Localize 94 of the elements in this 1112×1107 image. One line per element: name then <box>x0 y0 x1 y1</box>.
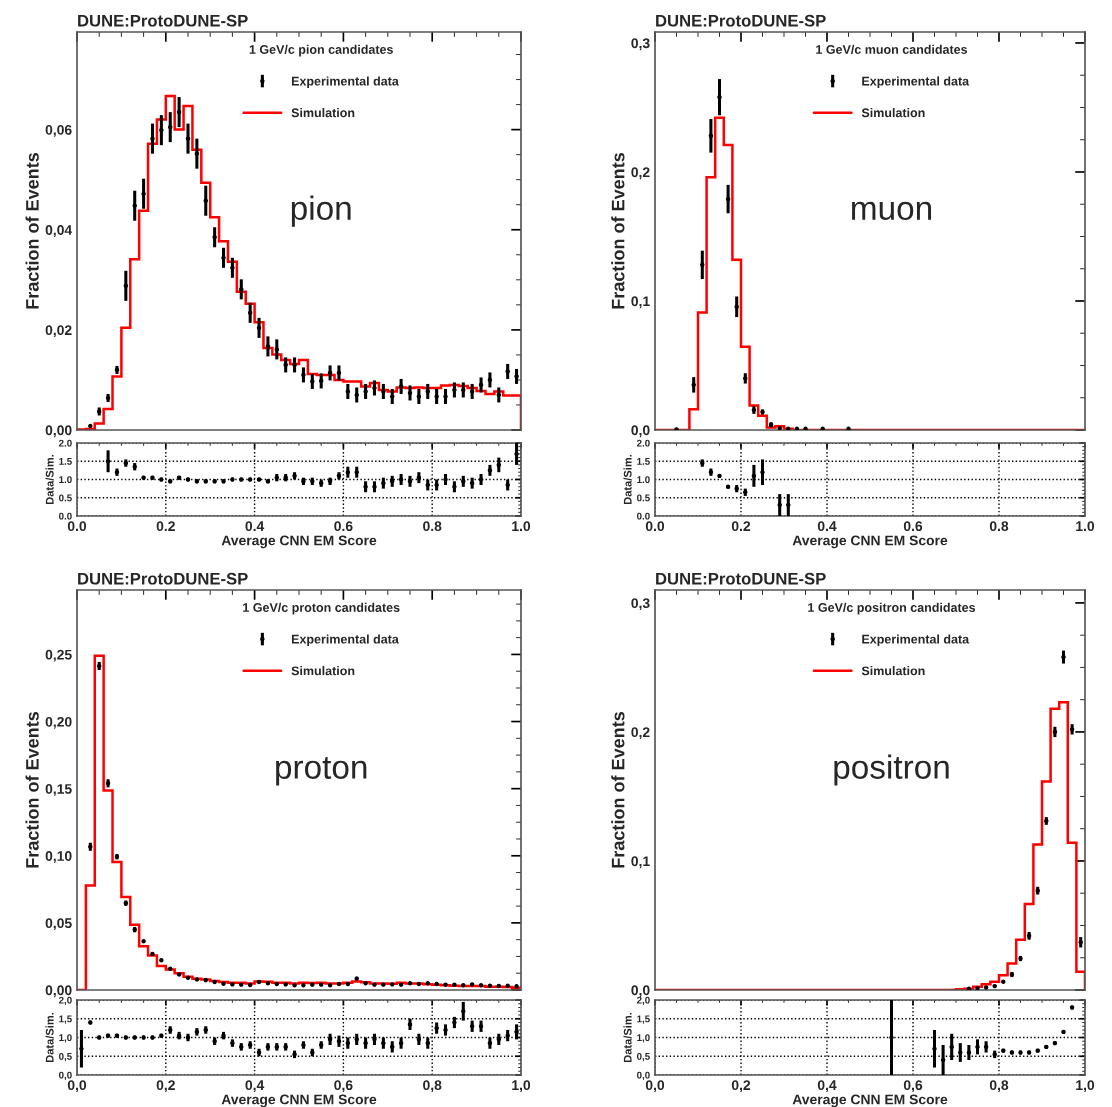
x-tick-label: 1,0 <box>1076 1080 1095 1093</box>
x-tick-label: 0,6 <box>334 1080 353 1093</box>
annotation: proton <box>276 757 367 786</box>
y-tick-label: 0,0 <box>631 985 650 998</box>
y-tick-label: 0,5 <box>637 1052 650 1062</box>
y-tick-label: 0,0 <box>637 1071 650 1081</box>
y-tick-label: 0,15 <box>45 783 72 796</box>
x-tick-label: 0.8 <box>423 521 442 532</box>
x-tick-label: 0,2 <box>156 1080 175 1093</box>
chart-title: DUNE:ProtoDUNE-SP <box>656 14 826 27</box>
y-tick-label: 0,05 <box>45 918 72 931</box>
y-tick-label: 1,5 <box>637 1015 650 1024</box>
x-tick-label: 0.6 <box>903 521 923 532</box>
y-tick-label: 1.0 <box>637 476 650 484</box>
x-tick-label: 0,6 <box>903 1080 923 1093</box>
legend-title: 1 GeV/c pion candidates <box>249 44 393 57</box>
chart-title: DUNE:ProtoDUNE-SP <box>78 572 248 585</box>
chart-title: DUNE:ProtoDUNE-SP <box>656 572 826 585</box>
y-tick-label: 1,0 <box>637 1034 650 1043</box>
y-tick-label: 0,10 <box>45 851 72 863</box>
x-tick-label: 1.0 <box>1076 521 1095 532</box>
y-tick-label: 0,3 <box>631 38 650 51</box>
y-axis-title: Data/Sim. <box>623 1012 632 1063</box>
y-tick-label: 0.5 <box>59 494 72 502</box>
y-axis-title: Fraction of Events <box>611 711 625 868</box>
y-tick-label: 0,0 <box>59 1071 72 1081</box>
x-tick-label: 1.0 <box>512 521 531 532</box>
y-tick-label: 1.5 <box>59 458 72 465</box>
x-tick-label: 0,8 <box>989 1080 1009 1093</box>
y-axis-title: Fraction of Events <box>25 152 39 309</box>
y-tick-label: 2,0 <box>636 996 650 1006</box>
y-tick-label: 0,02 <box>45 325 72 338</box>
y-tick-label: 2.0 <box>58 439 72 447</box>
y-tick-label: 0,00 <box>45 985 72 998</box>
x-axis-title: Average CNN EM Score <box>792 1094 948 1107</box>
legend-label: Simulation <box>861 666 925 676</box>
legend-title: 1 GeV/c positron candidates <box>808 602 976 615</box>
y-tick-label: 0,00 <box>45 425 72 438</box>
y-axis-title: Fraction of Events <box>25 711 39 868</box>
legend-title: 1 GeV/c muon candidates <box>816 44 968 55</box>
x-tick-label: 0,4 <box>817 1080 837 1093</box>
y-tick-label: 0,2 <box>631 167 650 180</box>
y-tick-label: 0,2 <box>631 727 650 740</box>
x-tick-label: 0,2 <box>731 1080 751 1093</box>
y-axis-title: Data/Sim. <box>45 1012 54 1063</box>
chart-title: DUNE:ProtoDUNE-SP <box>78 14 248 27</box>
y-tick-label: 0,06 <box>45 124 72 137</box>
annotation: muon <box>852 201 932 221</box>
y-tick-label: 0,0 <box>631 425 650 438</box>
y-tick-label: 0,1 <box>631 856 650 869</box>
annotation: pion <box>291 195 351 227</box>
x-axis-title: Average CNN EM Score <box>221 535 377 549</box>
legend-label: Simulation <box>861 108 925 118</box>
x-tick-label: 0.4 <box>245 521 265 532</box>
y-tick-label: 0,20 <box>45 716 72 729</box>
legend-label: Experimental data <box>862 634 970 647</box>
x-tick-label: 0.2 <box>156 521 175 532</box>
x-tick-label: 1,0 <box>512 1080 531 1093</box>
y-tick-label: 0,1 <box>631 296 650 309</box>
y-tick-label: 0,04 <box>45 225 73 237</box>
legend-title: 1 GeV/c proton candidates <box>243 602 400 615</box>
y-tick-label: 0,25 <box>45 649 72 662</box>
y-tick-label: 0,3 <box>631 598 650 611</box>
y-tick-label: 0.0 <box>59 512 72 520</box>
y-tick-label: 1.0 <box>59 476 72 484</box>
y-tick-label: 0.5 <box>637 494 650 502</box>
x-tick-label: 0,8 <box>423 1080 442 1093</box>
y-axis-title: Data/Sim. <box>623 454 632 505</box>
x-tick-label: 0.0 <box>67 521 87 532</box>
legend-label: Experimental data <box>291 76 399 89</box>
x-tick-label: 0.4 <box>817 521 837 532</box>
legend-label: Simulation <box>291 666 355 676</box>
x-tick-label: 0,0 <box>67 1080 87 1093</box>
legend-label: Experimental data <box>862 76 970 89</box>
annotation: positron <box>834 754 949 786</box>
y-axis-title: Data/Sim. <box>45 454 54 505</box>
x-tick-label: 0,4 <box>245 1080 265 1093</box>
y-tick-label: 1,5 <box>59 1015 72 1024</box>
y-tick-label: 1,0 <box>59 1034 72 1043</box>
y-axis-title: Fraction of Events <box>611 152 625 309</box>
y-tick-label: 1.5 <box>637 458 650 465</box>
y-tick-label: 2,0 <box>58 996 72 1006</box>
x-tick-label: 0.2 <box>731 521 751 532</box>
legend-label: Simulation <box>291 108 355 118</box>
x-tick-label: 0.0 <box>645 521 665 532</box>
x-axis-title: Average CNN EM Score <box>221 1094 377 1107</box>
x-tick-label: 0,0 <box>645 1080 665 1093</box>
y-tick-label: 0.0 <box>637 512 650 520</box>
x-tick-label: 0.6 <box>334 521 353 532</box>
y-tick-label: 0,5 <box>59 1052 72 1062</box>
x-axis-title: Average CNN EM Score <box>792 535 948 549</box>
legend-label: Experimental data <box>291 634 399 647</box>
x-tick-label: 0.8 <box>989 521 1009 532</box>
y-tick-label: 2.0 <box>636 439 650 447</box>
